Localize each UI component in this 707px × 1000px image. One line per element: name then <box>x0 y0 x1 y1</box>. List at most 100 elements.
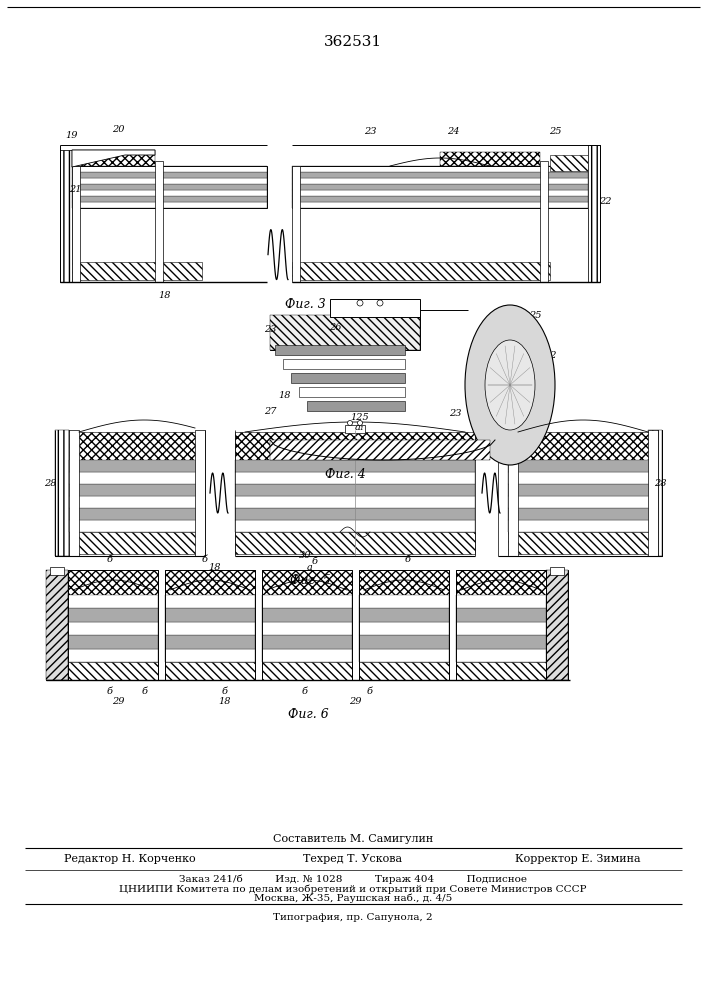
Bar <box>345 425 365 433</box>
Bar <box>69 508 204 520</box>
Text: 22: 22 <box>544 351 556 360</box>
Bar <box>508 484 653 496</box>
Text: Москва, Ж-35, Раушская наб., д. 4/5: Москва, Ж-35, Раушская наб., д. 4/5 <box>254 893 452 903</box>
Bar <box>73 218 188 238</box>
Bar <box>508 460 653 472</box>
Text: 22: 22 <box>599 198 612 207</box>
Text: ЦНИИПИ Комитета по делам изобретений и открытий при Совете Министров СССР: ЦНИИПИ Комитета по делам изобретений и о… <box>119 884 587 894</box>
Bar <box>262 570 352 595</box>
Bar <box>540 161 548 282</box>
Bar <box>72 262 202 280</box>
Bar <box>456 635 546 649</box>
Text: Корректор Е. Зимина: Корректор Е. Зимина <box>515 854 641 864</box>
Bar <box>68 595 158 608</box>
Bar <box>550 567 564 575</box>
Text: б: б <box>202 556 208 564</box>
Bar <box>270 315 420 350</box>
Bar <box>292 178 588 184</box>
Bar <box>508 430 518 556</box>
Text: 23: 23 <box>363 127 376 136</box>
Text: б: б <box>405 556 411 564</box>
Text: 18: 18 <box>279 390 291 399</box>
Bar <box>292 202 588 208</box>
Bar <box>235 460 475 472</box>
Bar <box>148 145 156 282</box>
Bar <box>60 150 72 282</box>
Text: 29: 29 <box>112 698 124 706</box>
Bar <box>155 161 163 282</box>
Bar <box>270 315 420 350</box>
Bar <box>648 430 662 556</box>
Bar <box>359 608 449 622</box>
Bar <box>165 649 255 662</box>
Circle shape <box>358 420 363 426</box>
Bar <box>73 145 81 282</box>
Bar <box>359 622 449 635</box>
Bar <box>69 532 204 554</box>
Bar <box>292 184 588 190</box>
Bar <box>73 185 263 190</box>
Bar <box>72 184 267 190</box>
Bar <box>275 345 405 355</box>
Bar <box>359 595 449 608</box>
Bar <box>72 166 267 172</box>
Bar <box>68 570 158 680</box>
Bar <box>68 649 158 662</box>
Bar <box>50 567 64 575</box>
Bar <box>291 373 405 383</box>
Bar <box>73 150 188 170</box>
Bar <box>456 622 546 635</box>
Bar <box>165 595 255 608</box>
Bar <box>73 195 263 200</box>
Bar <box>292 166 588 172</box>
Bar <box>292 196 588 202</box>
Bar <box>262 662 352 680</box>
Bar <box>508 496 653 508</box>
Text: Фиг. 3: Фиг. 3 <box>285 298 325 310</box>
Circle shape <box>357 300 363 306</box>
Bar <box>235 484 475 496</box>
Text: 18: 18 <box>209 564 221 572</box>
Text: б: б <box>142 688 148 696</box>
Bar <box>307 401 405 411</box>
Bar <box>359 649 449 662</box>
Bar <box>165 608 255 622</box>
Bar <box>68 570 158 595</box>
Bar <box>508 532 653 554</box>
Bar <box>262 649 352 662</box>
Bar <box>456 570 546 595</box>
Bar <box>292 262 550 280</box>
Text: б: б <box>107 556 113 564</box>
Bar <box>69 430 79 556</box>
Bar <box>456 608 546 622</box>
Bar <box>69 496 204 508</box>
Bar <box>60 145 640 282</box>
Text: 18: 18 <box>159 290 171 300</box>
Text: 29: 29 <box>349 698 361 706</box>
Text: б: б <box>367 688 373 696</box>
Circle shape <box>377 300 383 306</box>
Bar <box>55 430 69 556</box>
Text: 23: 23 <box>264 326 276 334</box>
Bar <box>299 387 405 397</box>
Bar <box>69 484 204 496</box>
Bar <box>262 608 352 622</box>
Text: 24: 24 <box>447 127 460 136</box>
Bar <box>330 299 420 317</box>
Text: 21: 21 <box>69 186 81 194</box>
Text: 25: 25 <box>529 310 542 320</box>
Bar <box>73 190 263 195</box>
Text: 28: 28 <box>654 479 666 488</box>
Bar <box>72 150 155 167</box>
Bar <box>508 472 653 484</box>
Ellipse shape <box>465 305 555 465</box>
Bar <box>456 570 546 680</box>
Bar <box>283 359 405 369</box>
Text: a₁: a₁ <box>355 422 365 432</box>
Text: б: б <box>222 688 228 696</box>
Bar <box>262 635 352 649</box>
Bar <box>165 622 255 635</box>
Bar <box>262 622 352 635</box>
Bar <box>165 570 255 595</box>
Bar <box>72 196 267 202</box>
